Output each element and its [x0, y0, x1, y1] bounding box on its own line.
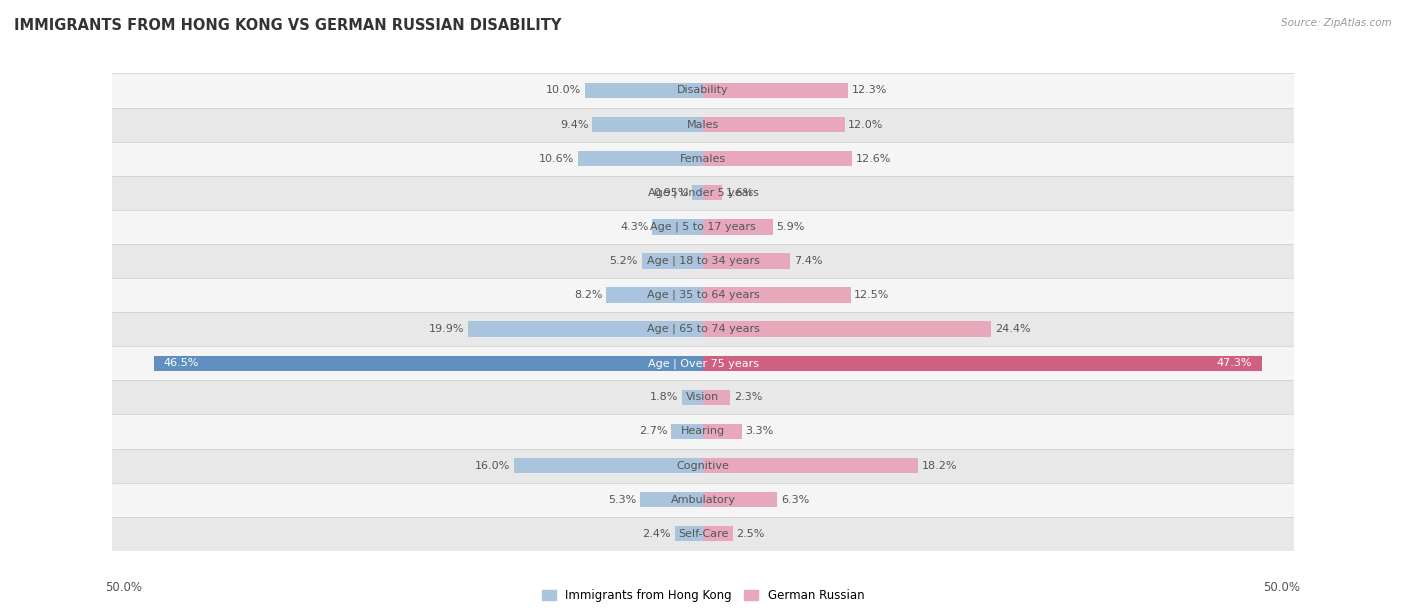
Bar — [112, 73, 1294, 108]
Bar — [703, 253, 790, 269]
Bar — [703, 185, 721, 201]
Bar — [671, 424, 703, 439]
Text: Females: Females — [681, 154, 725, 163]
Legend: Immigrants from Hong Kong, German Russian: Immigrants from Hong Kong, German Russia… — [537, 584, 869, 607]
Text: 2.5%: 2.5% — [737, 529, 765, 539]
Text: 6.3%: 6.3% — [780, 494, 810, 505]
Bar — [703, 117, 845, 132]
Text: Ambulatory: Ambulatory — [671, 494, 735, 505]
Bar — [112, 108, 1294, 141]
Text: 5.9%: 5.9% — [776, 222, 804, 232]
Bar — [112, 346, 1294, 380]
Bar — [640, 492, 703, 507]
Bar — [112, 278, 1294, 312]
Bar — [468, 321, 703, 337]
Text: 2.3%: 2.3% — [734, 392, 762, 402]
Text: 4.3%: 4.3% — [620, 222, 648, 232]
Bar — [703, 526, 733, 542]
Bar — [703, 151, 852, 166]
Text: Age | 35 to 64 years: Age | 35 to 64 years — [647, 290, 759, 300]
Bar — [703, 219, 773, 234]
Text: 24.4%: 24.4% — [994, 324, 1031, 334]
Text: 47.3%: 47.3% — [1216, 358, 1253, 368]
Text: 12.5%: 12.5% — [855, 290, 890, 300]
Text: Hearing: Hearing — [681, 427, 725, 436]
Text: Vision: Vision — [686, 392, 720, 402]
Text: Self-Care: Self-Care — [678, 529, 728, 539]
Bar — [112, 210, 1294, 244]
Bar — [515, 458, 703, 473]
Text: 9.4%: 9.4% — [560, 119, 589, 130]
Bar — [112, 312, 1294, 346]
Bar — [703, 83, 848, 98]
Text: 46.5%: 46.5% — [163, 358, 198, 368]
Text: 12.0%: 12.0% — [848, 119, 883, 130]
Bar — [112, 380, 1294, 414]
Text: 10.6%: 10.6% — [538, 154, 574, 163]
Text: Age | Under 5 years: Age | Under 5 years — [648, 187, 758, 198]
Text: 19.9%: 19.9% — [429, 324, 464, 334]
Bar — [703, 390, 730, 405]
Bar — [703, 288, 851, 303]
Text: 7.4%: 7.4% — [794, 256, 823, 266]
Text: 16.0%: 16.0% — [475, 461, 510, 471]
Bar — [703, 492, 778, 507]
Bar — [641, 253, 703, 269]
Bar — [112, 517, 1294, 551]
Text: 50.0%: 50.0% — [1264, 581, 1301, 594]
Bar — [592, 117, 703, 132]
Text: 12.6%: 12.6% — [855, 154, 891, 163]
Bar — [703, 458, 918, 473]
Text: Age | 18 to 34 years: Age | 18 to 34 years — [647, 256, 759, 266]
Text: Age | 5 to 17 years: Age | 5 to 17 years — [650, 222, 756, 232]
Bar — [112, 414, 1294, 449]
Text: Age | 65 to 74 years: Age | 65 to 74 years — [647, 324, 759, 334]
Text: 12.3%: 12.3% — [852, 86, 887, 95]
Bar — [703, 356, 1261, 371]
Bar — [675, 526, 703, 542]
Text: IMMIGRANTS FROM HONG KONG VS GERMAN RUSSIAN DISABILITY: IMMIGRANTS FROM HONG KONG VS GERMAN RUSS… — [14, 18, 561, 34]
Bar — [112, 141, 1294, 176]
Text: Cognitive: Cognitive — [676, 461, 730, 471]
Bar — [652, 219, 703, 234]
Bar — [692, 185, 703, 201]
Bar — [585, 83, 703, 98]
Text: 18.2%: 18.2% — [921, 461, 957, 471]
Text: 1.6%: 1.6% — [725, 188, 754, 198]
Bar — [682, 390, 703, 405]
Bar — [703, 424, 742, 439]
Text: 3.3%: 3.3% — [745, 427, 773, 436]
Text: 1.8%: 1.8% — [650, 392, 678, 402]
Bar — [112, 176, 1294, 210]
Text: 10.0%: 10.0% — [546, 86, 581, 95]
Text: Disability: Disability — [678, 86, 728, 95]
Text: 0.95%: 0.95% — [652, 188, 689, 198]
Bar — [578, 151, 703, 166]
Text: 2.4%: 2.4% — [643, 529, 671, 539]
Text: Source: ZipAtlas.com: Source: ZipAtlas.com — [1281, 18, 1392, 28]
Text: Males: Males — [688, 119, 718, 130]
Bar — [112, 244, 1294, 278]
Text: 5.3%: 5.3% — [609, 494, 637, 505]
Text: 2.7%: 2.7% — [640, 427, 668, 436]
Text: 8.2%: 8.2% — [574, 290, 603, 300]
Bar — [703, 321, 991, 337]
Text: Age | Over 75 years: Age | Over 75 years — [648, 358, 758, 368]
Text: 5.2%: 5.2% — [610, 256, 638, 266]
Bar — [112, 449, 1294, 483]
Bar — [112, 483, 1294, 517]
Bar — [606, 288, 703, 303]
Text: 50.0%: 50.0% — [105, 581, 142, 594]
Bar — [153, 356, 703, 371]
